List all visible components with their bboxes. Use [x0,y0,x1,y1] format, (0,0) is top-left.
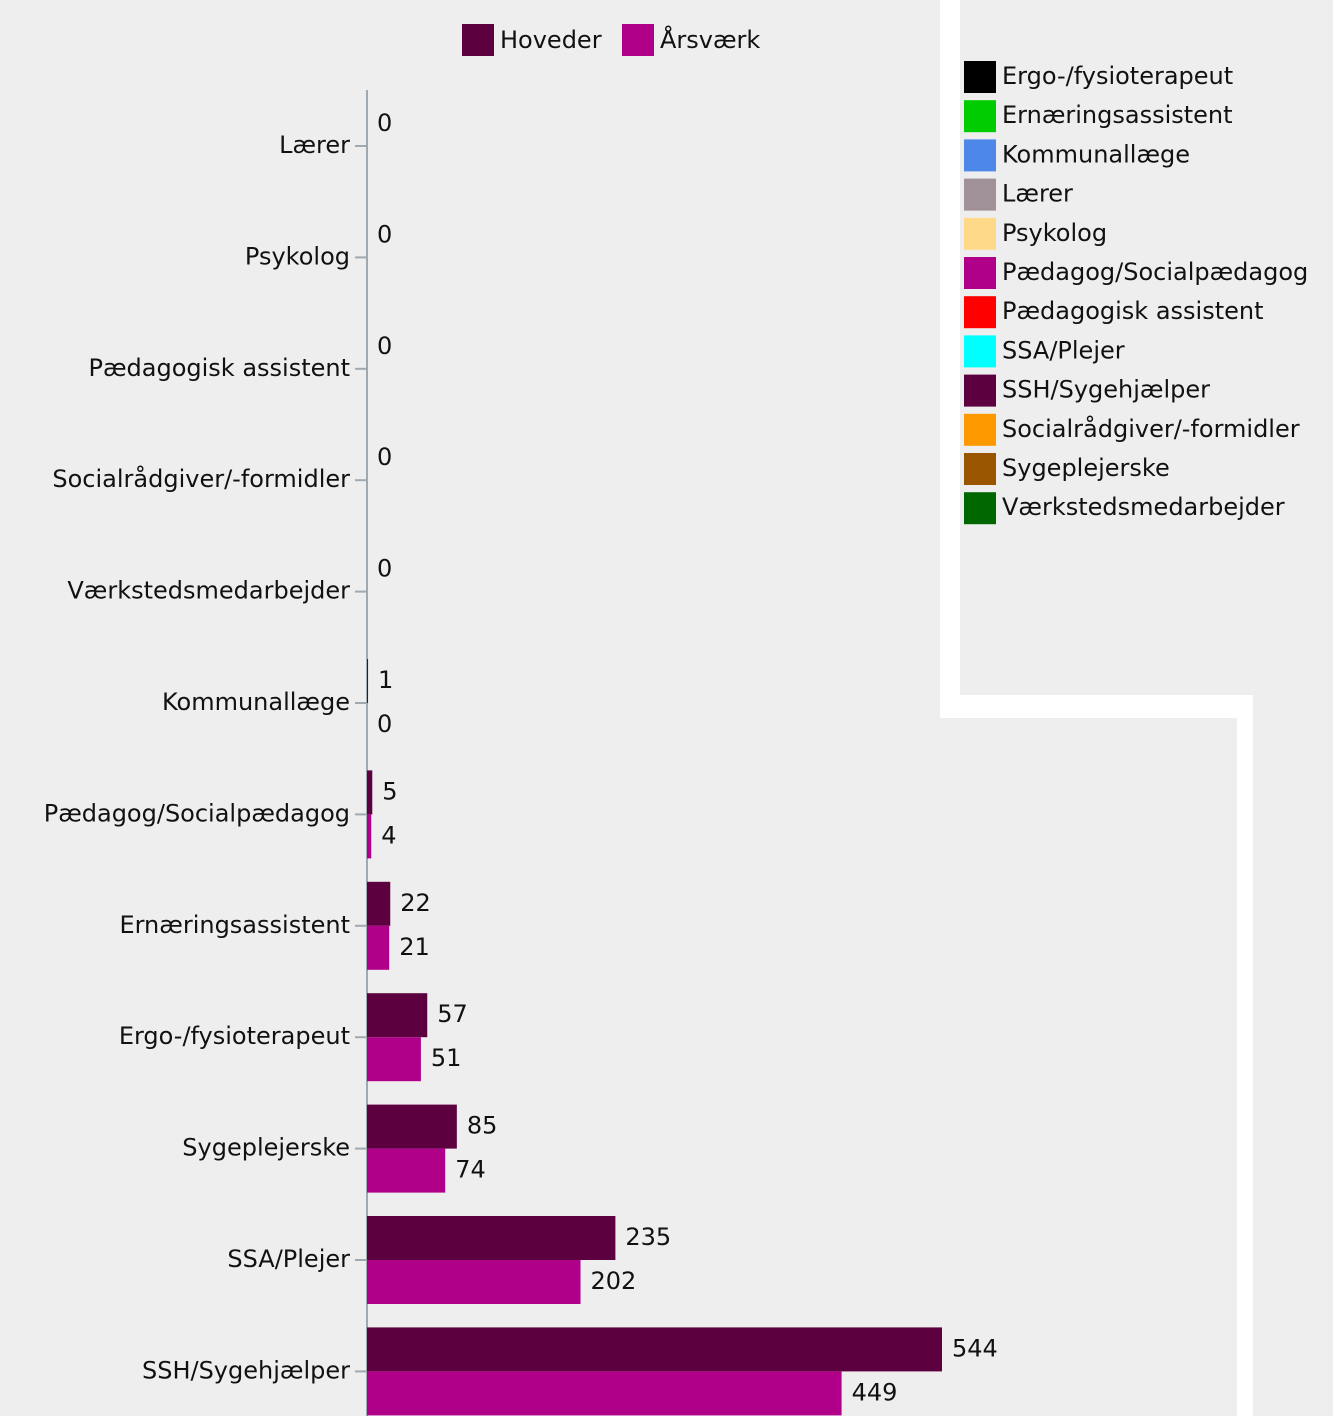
color-legend-swatch [964,296,996,329]
value-label: 449 [852,1378,898,1406]
value-label: 235 [625,1223,671,1251]
bar [367,1037,421,1082]
color-legend-label: Kommunallæge [1002,140,1190,168]
color-legend-label: SSA/Plejer [1002,336,1125,364]
bar [367,659,369,703]
color-legend-label: Ergo-/fysioterapeut [1002,62,1233,90]
value-label: 0 [377,332,392,360]
color-legend-label: Psykolog [1002,219,1107,247]
color-legend-label: Lærer [1002,180,1073,208]
color-legend-swatch [964,374,996,407]
color-legend-swatch [964,257,996,289]
value-label: 544 [952,1334,998,1362]
color-legend-swatch [964,178,996,211]
bar [367,1327,942,1372]
y-tick-label: Ernæringsassistent [119,911,350,939]
value-label: 21 [399,933,430,961]
value-label: 0 [377,220,392,248]
legend-label: Hoveder [500,26,602,54]
value-label: 5 [382,777,397,805]
color-legend-label: Ernæringsassistent [1002,101,1233,129]
bar [367,1148,446,1193]
color-legend-swatch [964,61,996,93]
value-label: 51 [431,1044,462,1072]
value-label: 0 [377,555,392,583]
bar [367,814,372,859]
y-tick-label: Pædagog/Socialpædagog [44,799,350,827]
y-tick-label: Psykolog [245,242,350,270]
y-tick-label: Lærer [279,131,350,159]
y-tick-label: SSA/Plejer [227,1245,350,1273]
color-legend-swatch [964,335,996,368]
value-label: 22 [400,889,431,917]
y-tick-label: Socialrådgiver/-formidler [52,464,350,493]
value-label: 202 [591,1267,637,1295]
legend-label: Årsværk [660,25,760,54]
value-label: 0 [377,109,392,137]
value-label: 0 [377,710,392,738]
bar [367,1104,457,1149]
y-tick-label: Kommunallæge [162,688,350,716]
y-tick-label: Ergo-/fysioterapeut [119,1022,350,1050]
bar [367,1260,581,1304]
color-legend-label: Pædagogisk assistent [1002,297,1264,325]
value-label: 4 [381,821,396,849]
bar [367,881,391,926]
color-legend-swatch [964,100,996,133]
y-tick-label: SSH/Sygehjælper [142,1356,350,1384]
legend-swatch [462,24,494,56]
color-legend-swatch [964,453,996,485]
color-legend-label: Socialrådgiver/-formidler [1002,414,1300,443]
color-legend-label: SSH/Sygehjælper [1002,376,1210,404]
value-label: 85 [467,1112,498,1140]
color-legend-swatch [964,217,996,250]
bar [367,1371,842,1416]
panel-border [940,0,1253,1416]
color-legend-swatch [964,413,996,446]
legend-swatch [622,24,654,56]
value-label: 0 [377,443,392,471]
y-tick-label: Pædagogisk assistent [88,354,350,382]
y-tick-label: Sygeplejerske [182,1134,350,1162]
value-label: 57 [437,1000,468,1028]
bar [367,770,373,815]
value-label: 1 [378,666,393,694]
bar [367,1216,616,1260]
color-legend-label: Pædagog/Socialpædagog [1002,258,1308,286]
color-legend-label: Sygeplejerske [1002,454,1170,482]
value-label: 74 [455,1156,486,1184]
color-legend-swatch [964,492,996,525]
y-tick-label: Værkstedsmedarbejder [67,577,350,605]
color-legend-swatch [964,139,996,172]
color-legend-label: Værkstedsmedarbejder [1002,493,1285,521]
bar [367,925,390,970]
bar [367,993,428,1038]
